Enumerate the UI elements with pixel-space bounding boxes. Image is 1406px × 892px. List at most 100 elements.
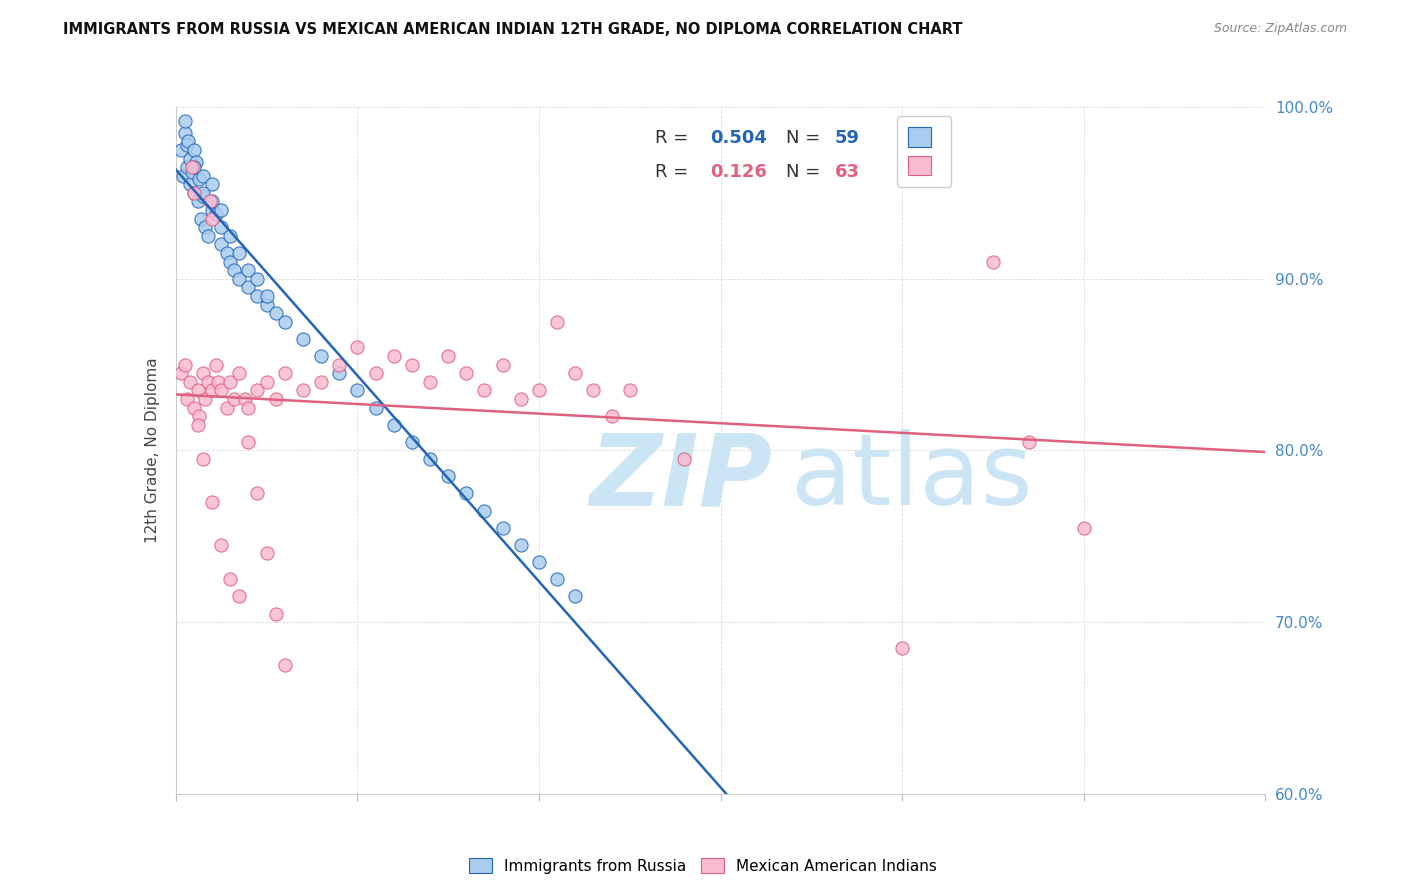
Point xyxy=(509,392,531,406)
Point xyxy=(264,306,287,320)
Point xyxy=(215,246,238,260)
Point xyxy=(309,375,332,389)
Point xyxy=(188,409,211,423)
Point xyxy=(456,486,478,500)
Text: ZIP: ZIP xyxy=(591,429,773,526)
Point xyxy=(228,246,250,260)
Point xyxy=(179,375,201,389)
Text: N =: N = xyxy=(786,163,825,181)
Point xyxy=(600,409,623,423)
Point xyxy=(222,263,245,277)
Point xyxy=(215,401,238,415)
Point xyxy=(456,366,478,380)
Point xyxy=(291,332,314,346)
Legend: , : , xyxy=(897,116,952,186)
Point xyxy=(1073,521,1095,535)
Text: IMMIGRANTS FROM RUSSIA VS MEXICAN AMERICAN INDIAN 12TH GRADE, NO DIPLOMA CORRELA: IMMIGRANTS FROM RUSSIA VS MEXICAN AMERIC… xyxy=(63,22,963,37)
Point xyxy=(176,160,198,174)
Point xyxy=(181,160,204,174)
Point xyxy=(891,640,914,655)
Point xyxy=(228,271,250,285)
Point xyxy=(172,169,194,183)
Point xyxy=(238,263,260,277)
Point xyxy=(437,469,460,483)
Point xyxy=(186,194,209,209)
Point xyxy=(228,590,250,604)
Point xyxy=(238,401,260,415)
Point xyxy=(527,555,550,569)
Point xyxy=(177,134,200,148)
Point xyxy=(181,165,204,179)
Point xyxy=(209,237,232,252)
Point xyxy=(382,349,405,363)
Point xyxy=(183,186,205,200)
Point xyxy=(219,254,242,268)
Point xyxy=(981,254,1004,268)
Point xyxy=(204,206,226,220)
Point xyxy=(201,194,224,209)
Point xyxy=(191,186,214,200)
Legend: Immigrants from Russia, Mexican American Indians: Immigrants from Russia, Mexican American… xyxy=(463,852,943,880)
Point xyxy=(190,211,212,226)
Point xyxy=(546,315,568,329)
Text: 0.126: 0.126 xyxy=(710,163,766,181)
Point xyxy=(328,366,350,380)
Point xyxy=(673,452,696,467)
Text: 0.504: 0.504 xyxy=(710,129,766,147)
Point xyxy=(264,392,287,406)
Point xyxy=(186,384,209,398)
Point xyxy=(437,349,460,363)
Point xyxy=(256,297,278,311)
Text: Source: ZipAtlas.com: Source: ZipAtlas.com xyxy=(1213,22,1347,36)
Point xyxy=(256,289,278,303)
Point xyxy=(382,417,405,432)
Text: atlas: atlas xyxy=(792,429,1033,526)
Point xyxy=(183,143,205,157)
Point xyxy=(274,366,297,380)
Point xyxy=(474,384,496,398)
Point xyxy=(246,271,269,285)
Point xyxy=(188,172,211,186)
Point xyxy=(201,495,224,509)
Point xyxy=(564,590,586,604)
Point xyxy=(209,384,232,398)
Point xyxy=(527,384,550,398)
Point xyxy=(246,289,269,303)
Point xyxy=(201,384,224,398)
Point xyxy=(246,486,269,500)
Point xyxy=(233,392,256,406)
Point xyxy=(176,137,198,152)
Point xyxy=(207,375,229,389)
Point xyxy=(173,126,195,140)
Point xyxy=(509,538,531,552)
Point xyxy=(364,366,387,380)
Point xyxy=(209,220,232,235)
Point xyxy=(264,607,287,621)
Point xyxy=(228,366,250,380)
Point xyxy=(222,392,245,406)
Point xyxy=(173,358,195,372)
Text: N =: N = xyxy=(786,129,825,147)
Point xyxy=(219,572,242,586)
Point xyxy=(492,358,515,372)
Point xyxy=(204,358,226,372)
Point xyxy=(194,220,217,235)
Point xyxy=(201,211,224,226)
Point xyxy=(183,160,205,174)
Point xyxy=(191,169,214,183)
Point xyxy=(1018,434,1040,449)
Point xyxy=(274,658,297,673)
Point xyxy=(194,392,217,406)
Point xyxy=(328,358,350,372)
Point xyxy=(191,452,214,467)
Point xyxy=(309,349,332,363)
Point xyxy=(219,375,242,389)
Point xyxy=(564,366,586,380)
Text: R =: R = xyxy=(655,163,700,181)
Point xyxy=(186,417,209,432)
Point xyxy=(183,401,205,415)
Point xyxy=(246,384,269,398)
Point xyxy=(179,178,201,192)
Point xyxy=(401,434,423,449)
Text: R =: R = xyxy=(655,129,695,147)
